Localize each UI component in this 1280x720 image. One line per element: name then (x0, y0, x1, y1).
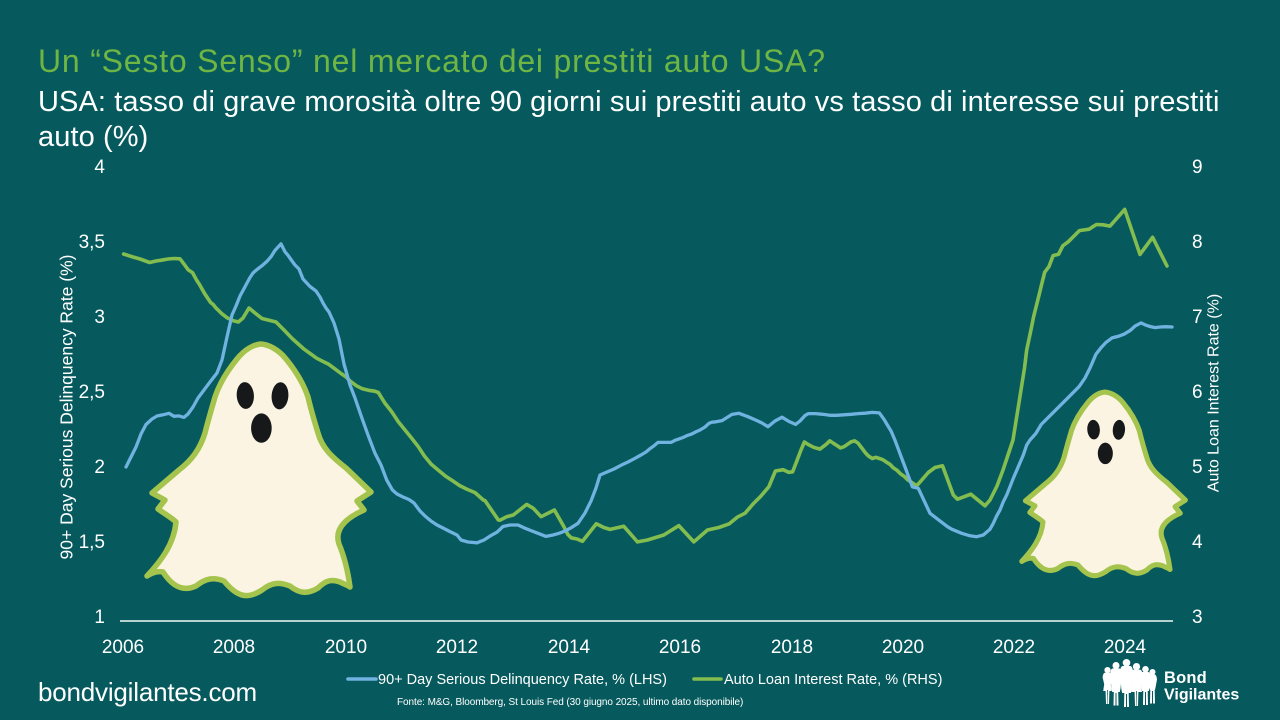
svg-text:7: 7 (1192, 307, 1203, 328)
svg-text:9: 9 (1192, 157, 1203, 178)
svg-text:Bond: Bond (1164, 669, 1207, 687)
svg-text:2022: 2022 (993, 637, 1035, 658)
svg-text:2: 2 (94, 457, 105, 478)
svg-text:5: 5 (1192, 457, 1203, 478)
svg-text:2006: 2006 (102, 637, 144, 658)
svg-text:2014: 2014 (548, 637, 591, 658)
svg-text:1: 1 (94, 607, 105, 628)
svg-text:3: 3 (1192, 607, 1203, 628)
svg-text:Auto Loan Interest Rate, % (RH: Auto Loan Interest Rate, % (RHS) (724, 672, 942, 688)
svg-text:3: 3 (94, 307, 105, 328)
svg-text:2018: 2018 (771, 637, 813, 658)
svg-text:2010: 2010 (325, 637, 367, 658)
svg-text:90+ Day Serious Delinquency Ra: 90+ Day Serious Delinquency Rate, % (LHS… (378, 672, 667, 688)
svg-text:2008: 2008 (213, 637, 255, 658)
svg-text:4: 4 (94, 157, 105, 178)
svg-text:Vigilantes: Vigilantes (1164, 687, 1239, 704)
svg-text:Fonte: M&G, Bloomberg, St Loui: Fonte: M&G, Bloomberg, St Louis Fed (30 … (397, 697, 743, 708)
svg-text:3,5: 3,5 (79, 232, 105, 253)
svg-text:Auto Loan Interest Rate (%): Auto Loan Interest Rate (%) (1206, 294, 1223, 492)
svg-text:2012: 2012 (436, 637, 478, 658)
svg-text:2024: 2024 (1104, 637, 1147, 658)
svg-text:2016: 2016 (659, 637, 701, 658)
svg-text:1,5: 1,5 (79, 532, 105, 553)
svg-text:2020: 2020 (882, 637, 924, 658)
svg-text:4: 4 (1192, 532, 1203, 553)
svg-text:2,5: 2,5 (79, 382, 105, 403)
svg-text:90+ Day Serious Delinquency Ra: 90+ Day Serious Delinquency Rate (%) (57, 255, 77, 560)
svg-text:6: 6 (1192, 382, 1203, 403)
svg-text:8: 8 (1192, 232, 1203, 253)
